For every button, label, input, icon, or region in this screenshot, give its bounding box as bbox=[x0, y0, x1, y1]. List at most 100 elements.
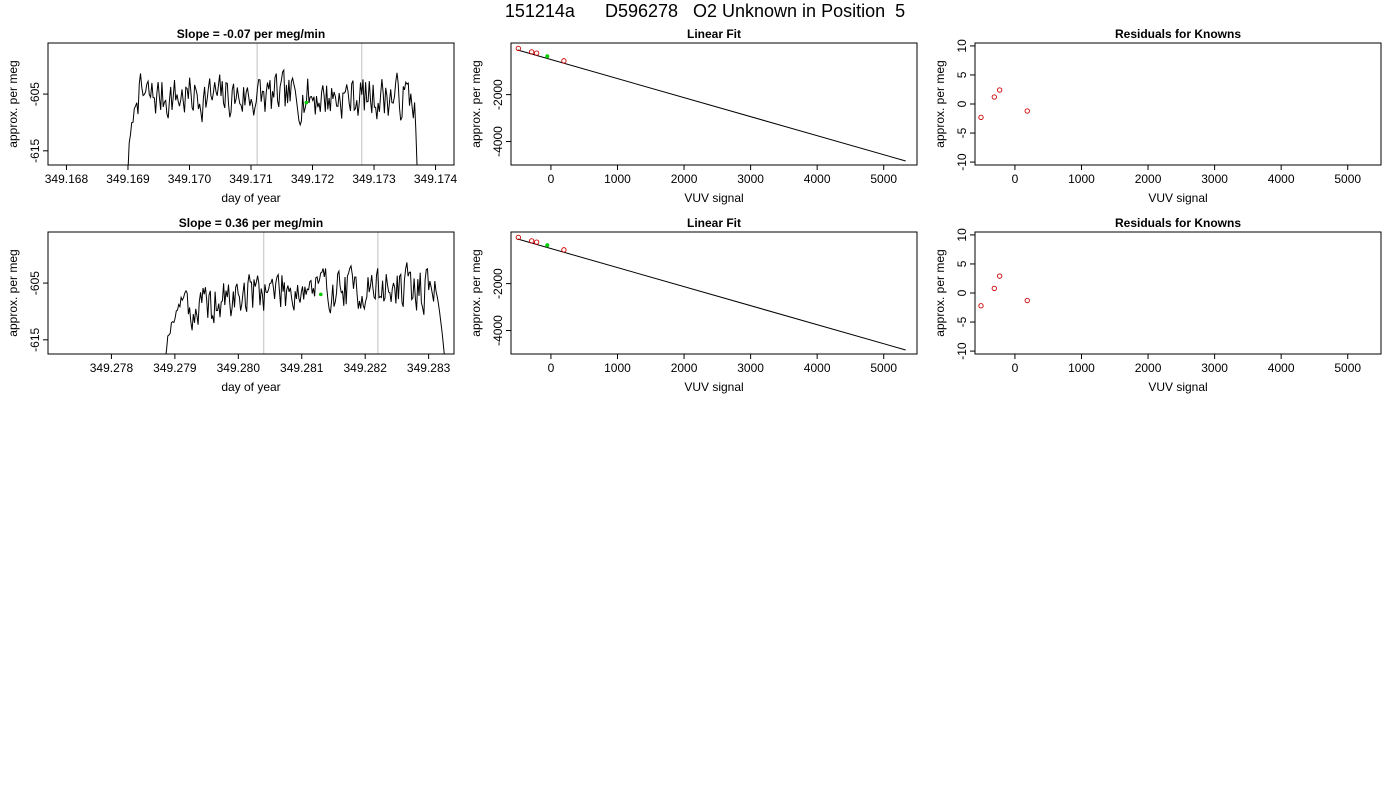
known-point bbox=[996, 87, 1003, 93]
x-tick-label: 5000 bbox=[870, 172, 897, 186]
x-tick-label: 349.280 bbox=[217, 361, 261, 375]
plot-frame bbox=[47, 231, 455, 355]
y-axis-label: approx. per meg bbox=[6, 60, 20, 147]
plot-frame bbox=[974, 42, 1382, 166]
x-tick-label: 2000 bbox=[1135, 172, 1162, 186]
panel-title: Linear Fit bbox=[687, 27, 741, 41]
x-axis-label: VUV signal bbox=[684, 380, 743, 394]
known-point bbox=[996, 273, 1003, 279]
plot-frame bbox=[47, 42, 455, 166]
y-axis-label: approx. per meg bbox=[469, 249, 483, 336]
x-tick-label: 3000 bbox=[1201, 172, 1228, 186]
known-point bbox=[991, 94, 997, 100]
x-tick-label: 2000 bbox=[1135, 361, 1162, 375]
x-tick-label: 2000 bbox=[671, 361, 698, 375]
panel-title: Slope = -0.07 per meg/min bbox=[177, 27, 325, 41]
x-tick-label: 1000 bbox=[1068, 172, 1095, 186]
panel-r1-timeseries: Slope = -0.07 per meg/min 349.168 349.169 3… bbox=[6, 27, 458, 205]
known-point bbox=[978, 114, 984, 121]
data-layer bbox=[165, 232, 445, 354]
x-tick-label: 349.282 bbox=[343, 361, 387, 375]
x-tick-label: 1000 bbox=[604, 172, 631, 186]
x-tick-label: 3000 bbox=[737, 172, 764, 186]
y-tick-label: 5 bbox=[955, 71, 969, 78]
y-tick-label: 10 bbox=[955, 228, 969, 242]
y-tick-label: -2000 bbox=[491, 268, 505, 299]
y-tick-label: -4000 bbox=[491, 126, 505, 157]
panel-title: Residuals for Knowns bbox=[1115, 216, 1241, 230]
data-layer bbox=[515, 234, 906, 351]
x-tick-label: 349.171 bbox=[229, 172, 273, 186]
x-tick-label: 349.279 bbox=[153, 361, 197, 375]
known-point bbox=[991, 285, 997, 292]
unknown-point bbox=[545, 243, 550, 248]
known-point bbox=[533, 50, 540, 56]
panel-r2-resid: Residuals for Knowns 0 1000 2000 3000 4000 500… bbox=[933, 216, 1382, 394]
y-tick-label: -10 bbox=[955, 153, 969, 171]
panel-title: Residuals for Knowns bbox=[1115, 27, 1241, 41]
known-point bbox=[561, 247, 567, 253]
figure-title: 151214a D596278 O2 Unknown in Position 5 bbox=[505, 1, 905, 21]
panel-title: Linear Fit bbox=[687, 216, 741, 230]
y-axis-label: approx. per meg bbox=[6, 249, 20, 336]
series-line bbox=[165, 262, 445, 354]
known-point bbox=[561, 58, 567, 64]
panel-r2-fit: Linear Fit 0 1000 2000 3000 4000 5000 VUV signa… bbox=[469, 216, 918, 394]
x-tick-label: 349.168 bbox=[45, 172, 89, 186]
fit-line bbox=[517, 49, 906, 162]
known-point bbox=[978, 303, 984, 309]
y-axis-label: approx. per meg bbox=[933, 249, 947, 336]
x-tick-label: 5000 bbox=[1334, 172, 1361, 186]
y-tick-label: -2000 bbox=[491, 79, 505, 110]
y-tick-label: 5 bbox=[955, 260, 969, 267]
x-tick-label: 349.174 bbox=[414, 172, 458, 186]
x-tick-label: 349.169 bbox=[106, 172, 150, 186]
known-point bbox=[1024, 108, 1030, 114]
x-tick-label: 4000 bbox=[1268, 361, 1295, 375]
x-axis-label: VUV signal bbox=[1148, 191, 1207, 205]
data-layer bbox=[515, 45, 906, 162]
panels: Slope = -0.07 per meg/min 349.168 349.169 3… bbox=[6, 27, 1382, 394]
y-tick-label: -10 bbox=[955, 342, 969, 360]
x-tick-label: 4000 bbox=[804, 172, 831, 186]
y-axis-label: approx. per meg bbox=[933, 60, 947, 147]
known-point bbox=[515, 45, 521, 52]
x-tick-label: 349.283 bbox=[407, 361, 451, 375]
known-point bbox=[528, 238, 535, 244]
data-layer bbox=[978, 273, 1030, 309]
x-axis-label: VUV signal bbox=[684, 191, 743, 205]
known-point bbox=[515, 234, 521, 241]
x-tick-label: 349.170 bbox=[168, 172, 212, 186]
fit-line bbox=[517, 238, 906, 351]
x-tick-label: 2000 bbox=[671, 172, 698, 186]
unknown-point bbox=[318, 292, 323, 297]
y-tick-label: -605 bbox=[28, 271, 42, 295]
y-tick-label: -615 bbox=[28, 138, 42, 162]
panel-r1-fit: Linear Fit 0 1000 2000 3000 4000 5000 VUV signa… bbox=[469, 27, 918, 205]
series-line bbox=[127, 68, 418, 165]
panel-title: Slope = 0.36 per meg/min bbox=[179, 216, 323, 230]
y-tick-label: -4000 bbox=[491, 315, 505, 346]
y-tick-label: 0 bbox=[955, 289, 969, 296]
x-tick-label: 0 bbox=[548, 361, 555, 375]
x-tick-label: 349.278 bbox=[90, 361, 134, 375]
x-tick-label: 3000 bbox=[1201, 361, 1228, 375]
unknown-point bbox=[304, 100, 309, 105]
x-tick-label: 1000 bbox=[604, 361, 631, 375]
data-layer bbox=[978, 87, 1030, 121]
x-tick-label: 349.281 bbox=[280, 361, 324, 375]
x-tick-label: 349.173 bbox=[352, 172, 396, 186]
panel-r2-timeseries: Slope = 0.36 per meg/min 349.278 349.279 34… bbox=[6, 216, 455, 394]
y-tick-label: -5 bbox=[955, 316, 969, 327]
known-point bbox=[533, 239, 540, 245]
x-tick-label: 4000 bbox=[1268, 172, 1295, 186]
plot-frame bbox=[510, 231, 918, 355]
y-tick-label: 0 bbox=[955, 100, 969, 107]
x-axis-label: day of year bbox=[221, 191, 280, 205]
x-axis-label: VUV signal bbox=[1148, 380, 1207, 394]
known-point bbox=[1024, 297, 1030, 304]
data-layer bbox=[127, 43, 418, 165]
y-tick-label: 10 bbox=[955, 39, 969, 53]
x-tick-label: 5000 bbox=[870, 361, 897, 375]
